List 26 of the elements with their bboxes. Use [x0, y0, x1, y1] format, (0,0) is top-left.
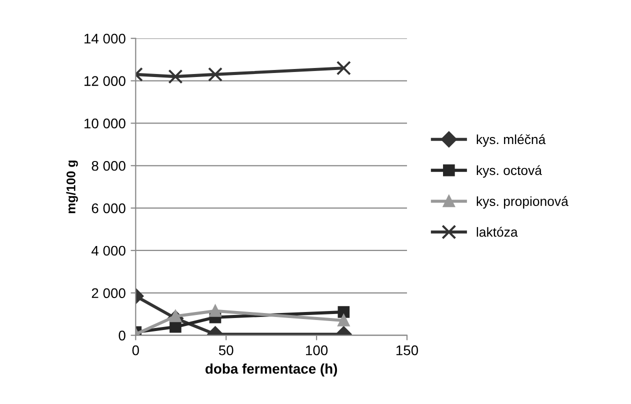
- point: [209, 305, 222, 317]
- x-axis-title: doba fermentace (h): [206, 364, 338, 376]
- y-tick-label: 2 000: [92, 288, 126, 298]
- x-tick-label: 100: [306, 345, 328, 356]
- point: [170, 310, 182, 322]
- legend-label: kys. propionová: [476, 196, 568, 209]
- legend-label: laktóza: [476, 226, 518, 237]
- y-tick-label: 8 000: [92, 160, 126, 171]
- point: [208, 67, 223, 82]
- x-tick-label: 150: [396, 345, 418, 356]
- y-tick-label: 12 000: [84, 76, 126, 86]
- point: [338, 306, 350, 318]
- y-tick-label: 10 000: [84, 118, 126, 128]
- point: [338, 314, 350, 326]
- y-axis-title: mg/100 g: [66, 160, 78, 214]
- y-tick-label: 0: [118, 330, 126, 340]
- y-tick-label: 14 000: [84, 34, 126, 44]
- y-tick-label: 4 000: [92, 246, 126, 256]
- y-tick-label: 6 000: [92, 203, 126, 214]
- point: [170, 320, 182, 333]
- point: [168, 69, 183, 84]
- legend-label: kys. octová: [476, 165, 542, 178]
- x-tick-label: 0: [132, 345, 139, 356]
- point: [336, 60, 351, 76]
- x-tick-label: 50: [218, 345, 234, 356]
- legend-label: kys. mléčná: [476, 134, 546, 147]
